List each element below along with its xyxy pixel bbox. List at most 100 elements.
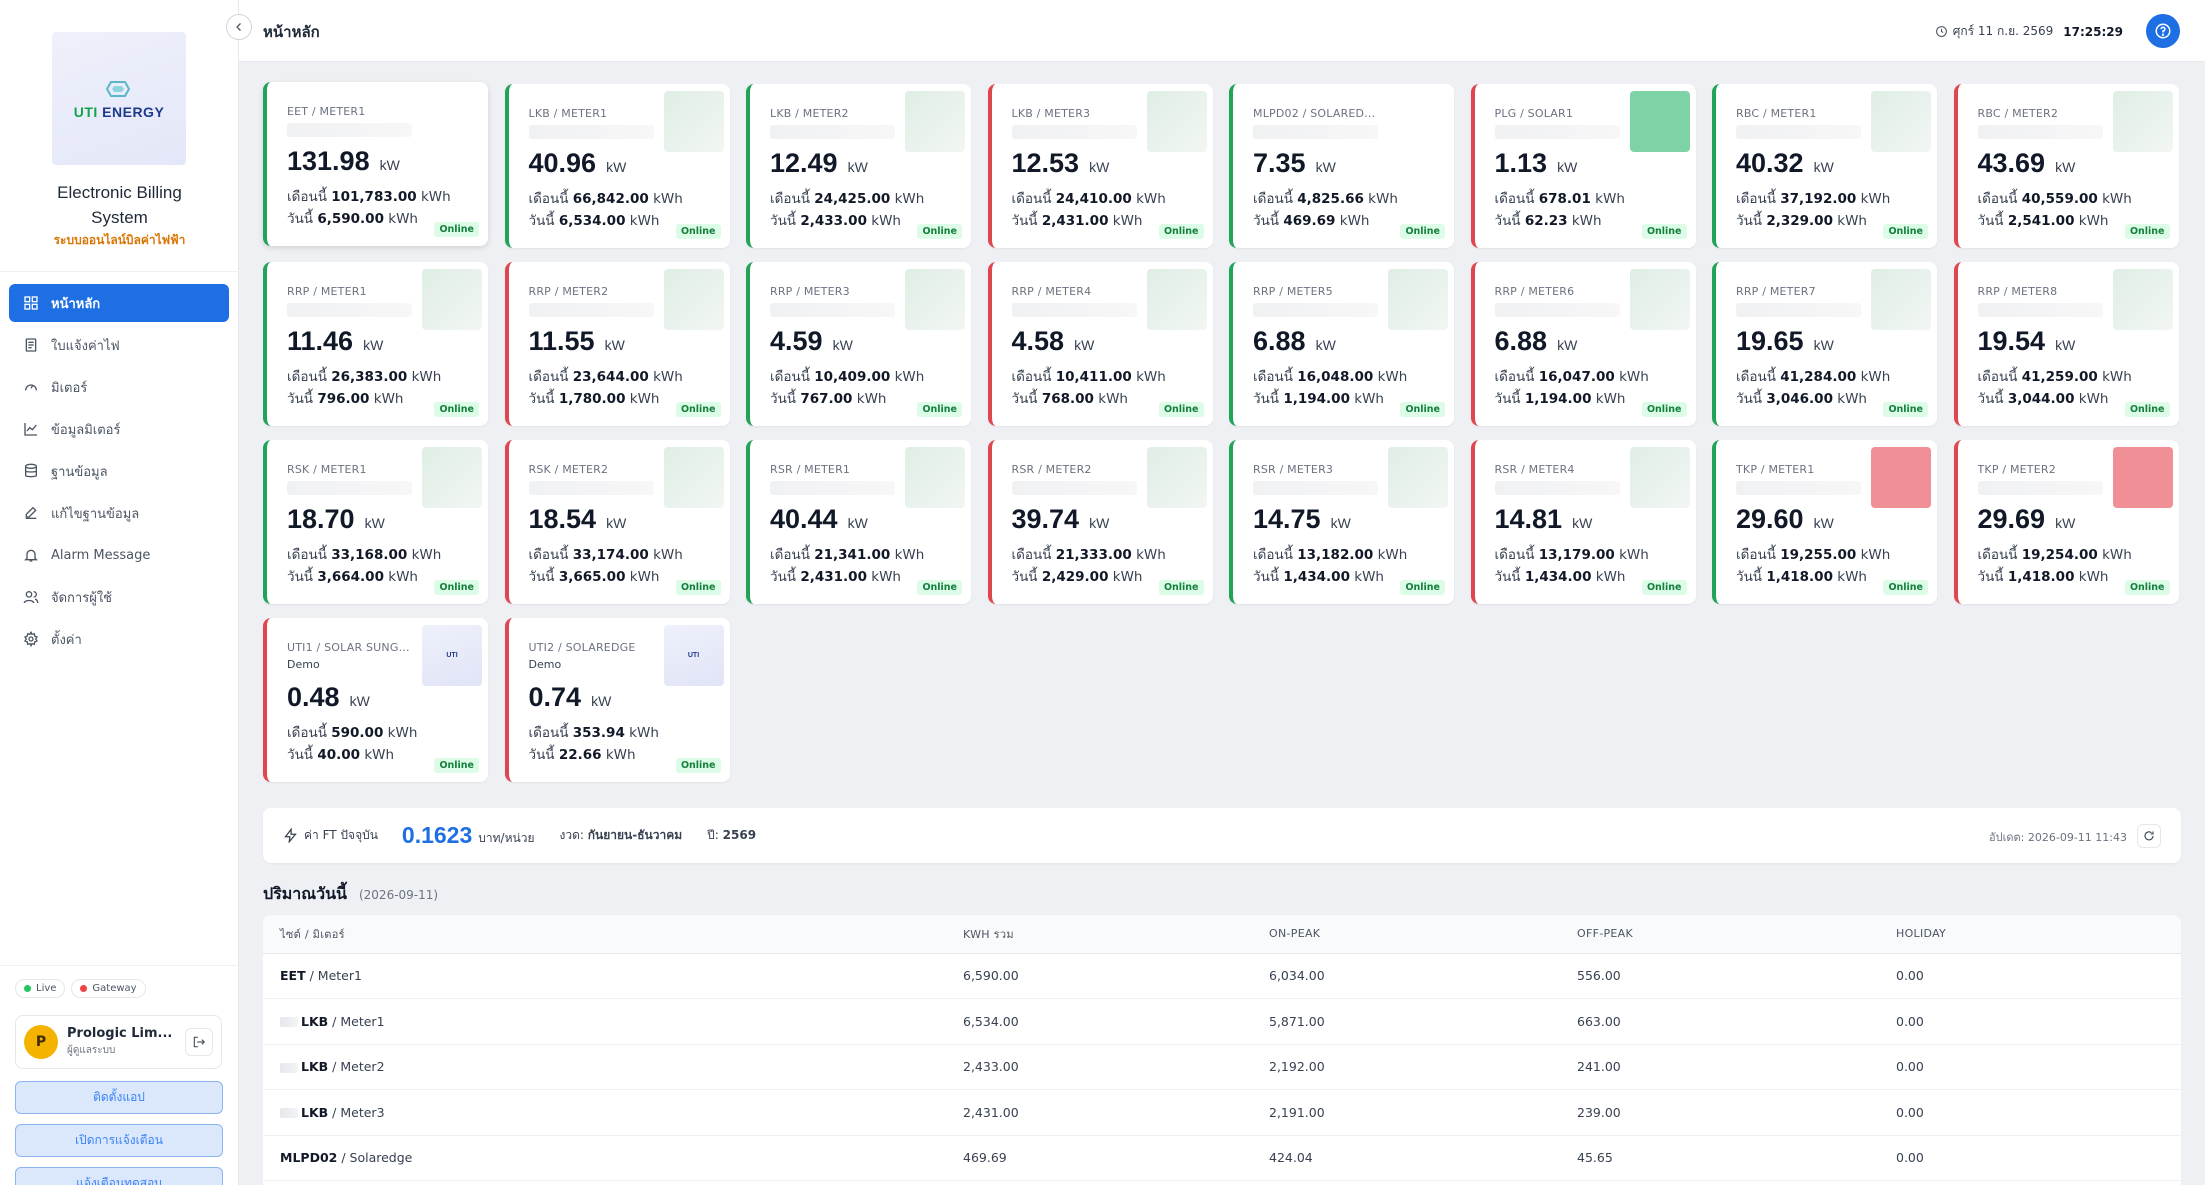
today-value: 2,431.00 xyxy=(800,569,867,585)
site-logo-icon xyxy=(280,1062,298,1073)
meter-card[interactable]: RSR / METER3 14.75 kW เดือนนี้ 13,182.00 kW… xyxy=(1229,440,1454,604)
meter-power-kw: 40.44 kW xyxy=(770,504,868,535)
kw-value: 39.74 xyxy=(1011,504,1080,534)
meter-power-kw: 14.75 kW xyxy=(1253,504,1351,535)
table-row[interactable]: MLPD02 / Solaredge 469.69 424.04 45.65 0.00 xyxy=(263,1135,2181,1181)
today-value: 2,541.00 xyxy=(2007,213,2075,229)
today-value: 796.00 xyxy=(317,391,370,407)
nav-item-database[interactable]: ฐานข้อมูล xyxy=(9,452,229,490)
month-prefix: เดือนนี้ xyxy=(770,369,810,385)
collapse-sidebar-button[interactable] xyxy=(226,14,252,40)
kwh-unit: kWh xyxy=(373,391,404,407)
online-status-badge: Online xyxy=(675,402,721,417)
meter-sub-label: Demo xyxy=(287,658,320,671)
table-row[interactable]: LKB / Meter3 2,431.00 2,191.00 239.00 0.00 xyxy=(263,1089,2181,1136)
meter-card[interactable]: RRP / METER2 11.55 kW เดือนนี้ 23,644.00 kW… xyxy=(504,262,730,426)
today-value: 3,665.00 xyxy=(558,569,626,585)
meter-card[interactable]: RSR / METER1 40.44 kW เดือนนี้ 21,341.00 kW… xyxy=(746,440,971,604)
nav-item-settings[interactable]: ตั้งค่า xyxy=(9,620,229,658)
nav-item-meter-data[interactable]: ข้อมูลมิเตอร์ xyxy=(9,410,229,448)
off-peak-cell: 556.00 xyxy=(1560,953,1879,999)
kw-value: 12.49 xyxy=(770,148,838,178)
meter-card[interactable]: RRP / METER3 4.59 kW เดือนนี้ 10,409.00 kWh… xyxy=(746,262,971,426)
meter-card[interactable]: RRP / METER4 4.58 kW เดือนนี้ 10,411.00 kWh… xyxy=(987,262,1213,426)
meter-card[interactable]: LKB / METER2 12.49 kW เดือนนี้ 24,425.00 kW… xyxy=(746,84,971,248)
app-title: Electronic Billing System xyxy=(57,183,182,227)
month-prefix: เดือนนี้ xyxy=(528,369,569,385)
kw-value: 18.70 xyxy=(287,504,355,534)
test-notification-button[interactable]: แจ้งเตือนทดสอบ xyxy=(15,1167,223,1185)
nav-item-alarm[interactable]: Alarm Message xyxy=(9,536,229,574)
meter-card[interactable]: RRP / METER6 6.88 kW เดือนนี้ 16,047.00 kWh… xyxy=(1470,262,1696,426)
meter-card[interactable]: RSR / METER2 39.74 kW เดือนนี้ 21,333.00 kW… xyxy=(987,440,1213,604)
holiday-cell: 0.00 xyxy=(1879,1044,2181,1090)
meter-site-label: RRP / METER7 xyxy=(1736,285,1816,298)
table-row[interactable]: LKB / Meter2 2,433.00 2,192.00 241.00 0.00 xyxy=(263,1044,2181,1090)
meter-today-energy: วันนี้ 6,534.00 kWh xyxy=(529,209,660,231)
month-prefix: เดือนนี้ xyxy=(1494,369,1535,385)
meter-card[interactable]: RSR / METER4 14.81 kW เดือนนี้ 13,179.00 kW… xyxy=(1470,440,1696,604)
meter-site-label: RRP / METER3 xyxy=(770,285,850,298)
meter-today-energy: วันนี้ 3,664.00 kWh xyxy=(287,565,418,587)
meter-card[interactable]: EET / METER1 131.98 kW เดือนนี้ 101,783.00 … xyxy=(263,82,488,246)
ft-period: งวด: กันยายน-ธันวาคม xyxy=(559,826,682,845)
live-label: Live xyxy=(36,983,57,994)
site-meter-cell: EET / Meter1 xyxy=(263,953,946,999)
meter-card[interactable]: RRP / METER8 19.54 kW เดือนนี้ 41,259.00 kW… xyxy=(1953,262,2179,426)
meter-description-placeholder xyxy=(287,481,412,495)
today-value: 2,433.00 xyxy=(800,213,867,229)
online-status-badge: Online xyxy=(917,224,962,239)
logout-button[interactable] xyxy=(185,1028,213,1056)
meter-description-placeholder xyxy=(1494,303,1620,317)
holiday-cell: 0.00 xyxy=(1879,953,2181,999)
meter-month-energy: เดือนนี้ 678.01 kWh xyxy=(1495,187,1625,209)
kwh-unit: kWh xyxy=(1354,569,1384,585)
meter-card[interactable]: UTI1 / SOLAR SUNG... Demo UTI 0.48 kW เดือนนี… xyxy=(263,618,488,782)
meter-card[interactable]: RBC / METER2 43.69 kW เดือนนี้ 40,559.00 kW… xyxy=(1953,84,2179,248)
meter-description-placeholder xyxy=(1977,125,2103,139)
meter-card[interactable]: RBC / METER1 40.32 kW เดือนนี้ 37,192.00 kW… xyxy=(1712,84,1937,248)
meter-thumbnail xyxy=(2112,91,2173,152)
meter-card[interactable]: PLG / SOLAR1 1.13 kW เดือนนี้ 678.01 kWh วัน… xyxy=(1470,84,1696,248)
today-prefix: วันนี้ xyxy=(770,213,797,229)
kwh-unit: kWh xyxy=(2102,191,2132,207)
divider xyxy=(0,965,239,966)
nav-item-users[interactable]: จัดการผู้ใช้ xyxy=(9,578,229,616)
meter-month-energy: เดือนนี้ 13,179.00 kWh xyxy=(1495,543,1649,565)
meter-site-label: UTI1 / SOLAR SUNG... xyxy=(287,641,410,654)
month-prefix: เดือนนี้ xyxy=(770,191,810,207)
meter-today-energy: วันนี้ 796.00 kWh xyxy=(287,387,403,409)
meter-today-energy: วันนี้ 1,194.00 kWh xyxy=(1495,387,1626,409)
online-status-badge: Online xyxy=(434,402,479,417)
meter-card[interactable]: TKP / METER1 29.60 kW เดือนนี้ 19,255.00 kW… xyxy=(1712,440,1937,604)
nav-item-bills[interactable]: ใบแจ้งค่าไฟ xyxy=(9,326,229,364)
meter-card[interactable]: RRP / METER1 11.46 kW เดือนนี้ 26,383.00 kW… xyxy=(263,262,488,426)
install-app-button[interactable]: ติดตั้งแอป xyxy=(15,1081,223,1114)
meter-card[interactable]: UTI2 / SOLAREDGE Demo UTI 0.74 kW เดือนนี้ 35… xyxy=(504,618,730,782)
meter-site-label: LKB / METER2 xyxy=(770,107,849,120)
table-row[interactable]: LKB / Meter1 6,534.00 5,871.00 663.00 0.00 xyxy=(263,998,2181,1045)
month-value: 10,409.00 xyxy=(814,369,891,385)
meter-card[interactable]: MLPD02 / SOLARED... 7.35 kW เดือนนี้ 4,825.… xyxy=(1229,84,1454,248)
refresh-button[interactable] xyxy=(2137,824,2161,848)
meter-card[interactable]: RRP / METER5 6.88 kW เดือนนี้ 16,048.00 kWh… xyxy=(1229,262,1454,426)
table-row[interactable]: EET / Meter1 6,590.00 6,034.00 556.00 0.00 xyxy=(263,953,2181,999)
enable-notification-button[interactable]: เปิดการแจ้งเตือน xyxy=(15,1124,223,1157)
meter-card[interactable]: LKB / METER3 12.53 kW เดือนนี้ 24,410.00 kW… xyxy=(987,84,1213,248)
meter-today-energy: วันนี้ 1,418.00 kWh xyxy=(1978,565,2109,587)
help-button[interactable] xyxy=(2146,14,2180,48)
kw-unit: kW xyxy=(1330,515,1351,531)
meter-card[interactable]: RSK / METER2 18.54 kW เดือนนี้ 33,174.00 kW… xyxy=(504,440,730,604)
nav-item-home[interactable]: หน้าหลัก xyxy=(9,284,229,322)
meter-card[interactable]: RRP / METER7 19.65 kW เดือนนี้ 41,284.00 kW… xyxy=(1712,262,1937,426)
kwh-unit: kWh xyxy=(1860,369,1891,385)
kw-value: 6.88 xyxy=(1253,326,1306,356)
meter-card[interactable]: LKB / METER1 40.96 kW เดือนนี้ 66,842.00 kW… xyxy=(504,84,730,248)
meter-power-kw: 1.13 kW xyxy=(1495,148,1578,179)
meter-card[interactable]: TKP / METER2 29.69 kW เดือนนี้ 19,254.00 kW… xyxy=(1953,440,2179,604)
meter-name: Meter3 xyxy=(340,1104,385,1120)
nav-item-edit-database[interactable]: แก้ไขฐานข้อมูล xyxy=(9,494,229,532)
nav-item-meters[interactable]: มิเตอร์ xyxy=(9,368,229,406)
kwh-unit: kWh xyxy=(388,211,418,227)
meter-card[interactable]: RSK / METER1 18.70 kW เดือนนี้ 33,168.00 kW… xyxy=(263,440,488,604)
